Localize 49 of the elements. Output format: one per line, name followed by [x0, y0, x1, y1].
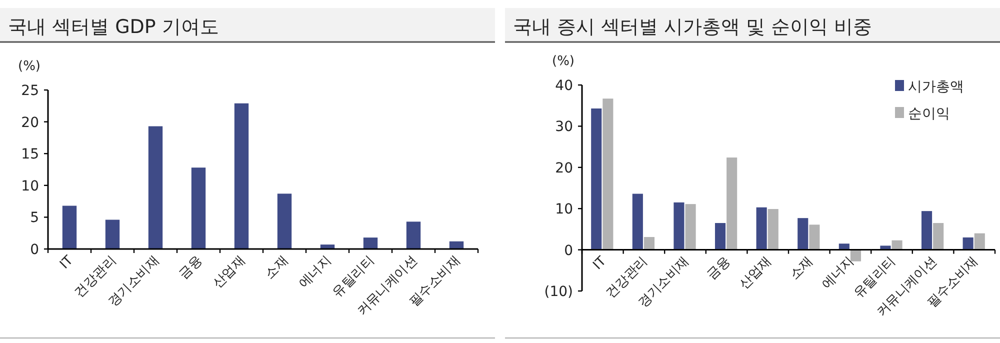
bar [234, 103, 249, 249]
chart-title: 국내 증시 섹터별 시가총액 및 순이익 비중 [513, 16, 872, 38]
y-tick-label: 20 [555, 160, 573, 176]
bar [933, 223, 944, 250]
x-tick-label: IT [57, 253, 76, 272]
bar [726, 158, 738, 250]
bar [974, 233, 985, 250]
bar [714, 223, 726, 250]
chart-title: 국내 섹터별 GDP 기여도 [8, 16, 219, 38]
x-tick-label: 금융 [704, 254, 734, 284]
bar [406, 222, 421, 249]
bar [768, 209, 778, 250]
bar [602, 98, 614, 250]
bar [191, 168, 206, 249]
legend-label: 순이익 [908, 106, 950, 122]
bar [756, 207, 767, 250]
x-tick-label: 소재 [262, 253, 292, 282]
y-tick-label: 0 [30, 242, 39, 258]
y-tick-label: 5 [30, 210, 39, 226]
y-tick-label: 10 [21, 178, 39, 194]
legend-label: 시가총액 [908, 79, 964, 95]
y-tick-label: 40 [555, 78, 573, 94]
bar [921, 211, 932, 250]
bar [798, 218, 808, 250]
bar [644, 237, 655, 250]
y-tick-label: 25 [21, 83, 39, 99]
bar [105, 220, 120, 249]
bar [62, 206, 77, 249]
y-tick-label: 10 [555, 202, 573, 218]
x-tick-label: 소재 [786, 254, 816, 284]
y-tick-label: 15 [21, 146, 39, 163]
x-tick-label: 금융 [176, 253, 206, 282]
y-tick-label: (10) [544, 284, 573, 300]
bar [449, 241, 464, 249]
bar [632, 194, 643, 250]
bar [674, 202, 684, 250]
bar [962, 237, 974, 250]
bar [148, 126, 163, 249]
y-axis-title: (%) [18, 59, 40, 74]
x-tick-label: IT [590, 254, 610, 273]
bar [363, 238, 378, 249]
y-tick-label: 30 [555, 119, 573, 136]
y-axis-title: (%) [552, 54, 574, 69]
y-tick-label: 20 [21, 114, 39, 131]
bar [685, 204, 696, 250]
bar [809, 224, 820, 250]
bar [591, 108, 602, 250]
y-tick-label: 0 [564, 242, 573, 259]
bar [277, 194, 292, 249]
